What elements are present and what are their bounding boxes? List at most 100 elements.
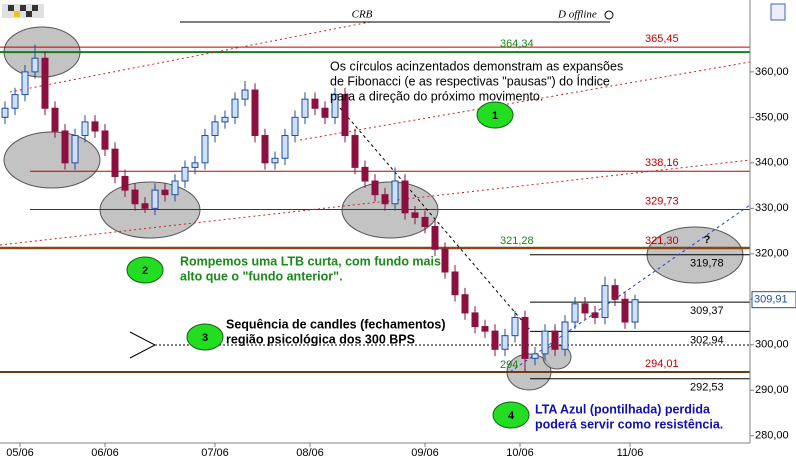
candle-body (81, 121, 89, 137)
candle-body (241, 89, 249, 100)
candle-body (611, 285, 619, 300)
last-price-box (751, 291, 796, 309)
candle-body (211, 121, 219, 137)
candle-body (311, 98, 319, 109)
candle-body (1, 107, 9, 118)
y-tick-label: 340,00 (755, 157, 789, 169)
candle-body (281, 135, 289, 159)
candle-body (621, 298, 629, 323)
level-label: 365,45 (645, 33, 679, 45)
candle-body (171, 180, 179, 196)
levels (0, 46, 750, 380)
marker-label: 3 (202, 332, 208, 344)
note-line: Os círculos acinzentados demonstram as e… (330, 59, 623, 73)
candle-body (251, 89, 259, 137)
note-line: de Fibonacci (e as respectivas "pausas")… (330, 73, 610, 88)
lta-line (509, 204, 751, 373)
candles (1, 44, 639, 373)
level-label: 302,94 (690, 334, 724, 346)
candle-body (221, 116, 229, 123)
icon-cell (20, 5, 26, 11)
candle-body (151, 189, 159, 209)
y-tick-label: 300,00 (755, 339, 789, 351)
y-tick-label: 360,00 (755, 66, 789, 78)
level-label: 319,78 (690, 258, 724, 270)
candle-body (431, 226, 439, 250)
y-tick-label: 290,00 (755, 384, 789, 396)
candle-body (561, 321, 569, 350)
candle-body (421, 216, 429, 228)
candle-body (441, 248, 449, 273)
marker-circle (476, 101, 514, 129)
x-tick-label: 10/06 (506, 447, 534, 459)
candle-body (191, 162, 199, 168)
x-tick-label: 09/06 (411, 447, 439, 459)
candle-body (361, 166, 369, 182)
candle-body (531, 353, 539, 359)
note-line: LTA Azul (pontilhada) perdida (535, 402, 711, 416)
candle-body (501, 335, 509, 350)
x-tick-label: 06/06 (91, 447, 119, 459)
marker-circle (186, 323, 224, 351)
candle-body (321, 107, 329, 118)
candle-body (581, 303, 589, 314)
status: D offline (557, 9, 597, 21)
channel-line (299, 61, 751, 141)
app-icon (2, 4, 44, 18)
candle-body (91, 121, 99, 132)
level-label: 329,73 (645, 195, 679, 207)
level-label: 321,28 (500, 235, 534, 247)
chevron (129, 331, 157, 359)
note-line: região psicológica dos 300 BPS (226, 332, 415, 346)
x-tick-label: 05/06 (6, 447, 34, 459)
candle-body (471, 312, 479, 328)
candle-body (461, 294, 469, 314)
channel-line (0, 159, 751, 246)
candle-body (371, 180, 379, 196)
level-label: 364,34 (500, 38, 534, 50)
candle-body (121, 175, 129, 191)
marker-label: 1 (492, 110, 498, 122)
candle-body (181, 166, 189, 182)
annotations: 364,34 365,45 338,16 329,73 321,28 321,30 319,… (126, 33, 724, 431)
marker-circle (492, 401, 530, 429)
candle-body (11, 94, 19, 109)
candle-body (491, 330, 499, 350)
level-label: 294,01 (645, 358, 679, 370)
candle-body (551, 330, 559, 350)
candle-body (41, 57, 49, 109)
level-label: 292,53 (690, 382, 724, 394)
candle-body (21, 71, 29, 96)
candle-body (401, 180, 409, 214)
candle-body (101, 130, 109, 150)
note-line: Sequência de candles (fechamentos) (226, 317, 446, 331)
chart-title: CRB (352, 9, 373, 21)
candle-body (481, 326, 489, 332)
level-label: 338,16 (645, 157, 679, 169)
note-line: Rompemos uma LTB curta, com fundo mais (180, 254, 441, 268)
note-line: poderá servir como resistência. (535, 417, 723, 431)
question-mark: ? (704, 234, 711, 246)
candle-body (31, 57, 39, 73)
candle-body (71, 135, 79, 164)
candle-body (511, 316, 519, 337)
toolbar-icon[interactable] (770, 3, 786, 21)
candle-body (291, 116, 299, 137)
y-tick-label: 280,00 (755, 430, 789, 442)
candle-body (341, 94, 349, 137)
marker-circle (126, 256, 164, 284)
candle-body (231, 98, 239, 118)
level-label: 294 (500, 359, 518, 371)
y-tick-label: 330,00 (755, 202, 789, 214)
icon-cell (32, 5, 38, 11)
x-tick-label: 08/06 (296, 447, 324, 459)
x-tick-label: 11/06 (617, 447, 644, 459)
candle-body (131, 189, 139, 205)
candle-body (141, 203, 149, 209)
marker-label: 4 (508, 410, 515, 422)
candle-body (301, 98, 309, 118)
x-tick-label: 07/06 (201, 447, 229, 459)
level-label: 309,37 (690, 305, 724, 317)
candle-body (61, 130, 69, 164)
icon-cell (8, 5, 14, 11)
